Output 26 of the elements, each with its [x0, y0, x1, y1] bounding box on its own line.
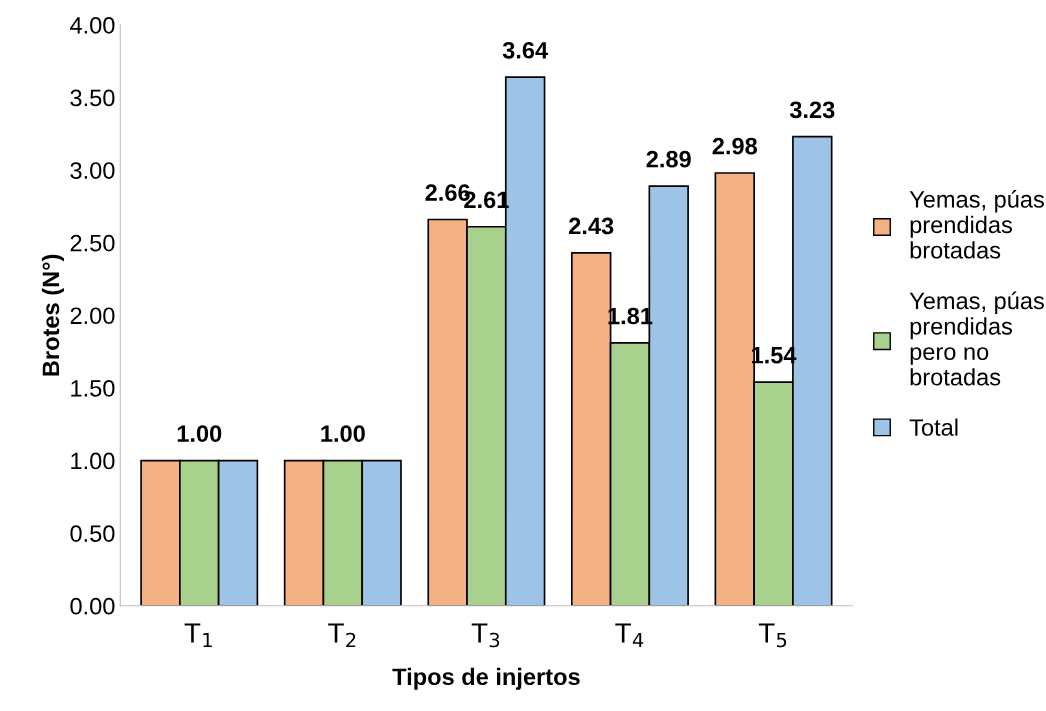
- x-tick-label: T$_{1}$: [184, 623, 212, 648]
- y-tick-label: 2.00: [70, 307, 115, 325]
- x-tick-label: T$_{3}$: [471, 623, 500, 648]
- y-tick-label: 2.50: [70, 234, 115, 252]
- data-label: 1.00: [321, 425, 365, 442]
- y-tick-label: 4.00: [70, 16, 115, 34]
- y-tick-label: 1.50: [71, 380, 115, 397]
- legend-label: Yemas, púas prendidas brotadas: [909, 190, 1044, 259]
- y-axis-title: Brotes (N°): [41, 254, 64, 376]
- data-label: 3.23: [789, 101, 835, 119]
- x-tick-label: T$_{5}$: [758, 623, 787, 648]
- x-tick-label: T$_{2}$: [328, 623, 356, 648]
- data-label: 2.43: [569, 217, 614, 235]
- x-tick-label: T$_{4}$: [615, 623, 644, 648]
- y-tick-label: 1.00: [71, 452, 115, 470]
- data-label: 2.89: [646, 150, 691, 168]
- data-label: 2.98: [712, 137, 758, 155]
- y-tick-label: 0.00: [70, 597, 115, 615]
- y-tick-label: 0.50: [70, 525, 115, 542]
- y-tick-label: 3.00: [70, 162, 115, 179]
- y-tick-label: 3.50: [70, 89, 115, 107]
- x-axis-title: Tipos de injertos: [392, 667, 580, 690]
- legend-label: Yemas, púas prendidas pero no brotadas: [909, 291, 1044, 386]
- data-label: 3.64: [502, 41, 549, 59]
- legend-label: Total: [909, 418, 958, 436]
- data-label: 1.00: [177, 425, 222, 442]
